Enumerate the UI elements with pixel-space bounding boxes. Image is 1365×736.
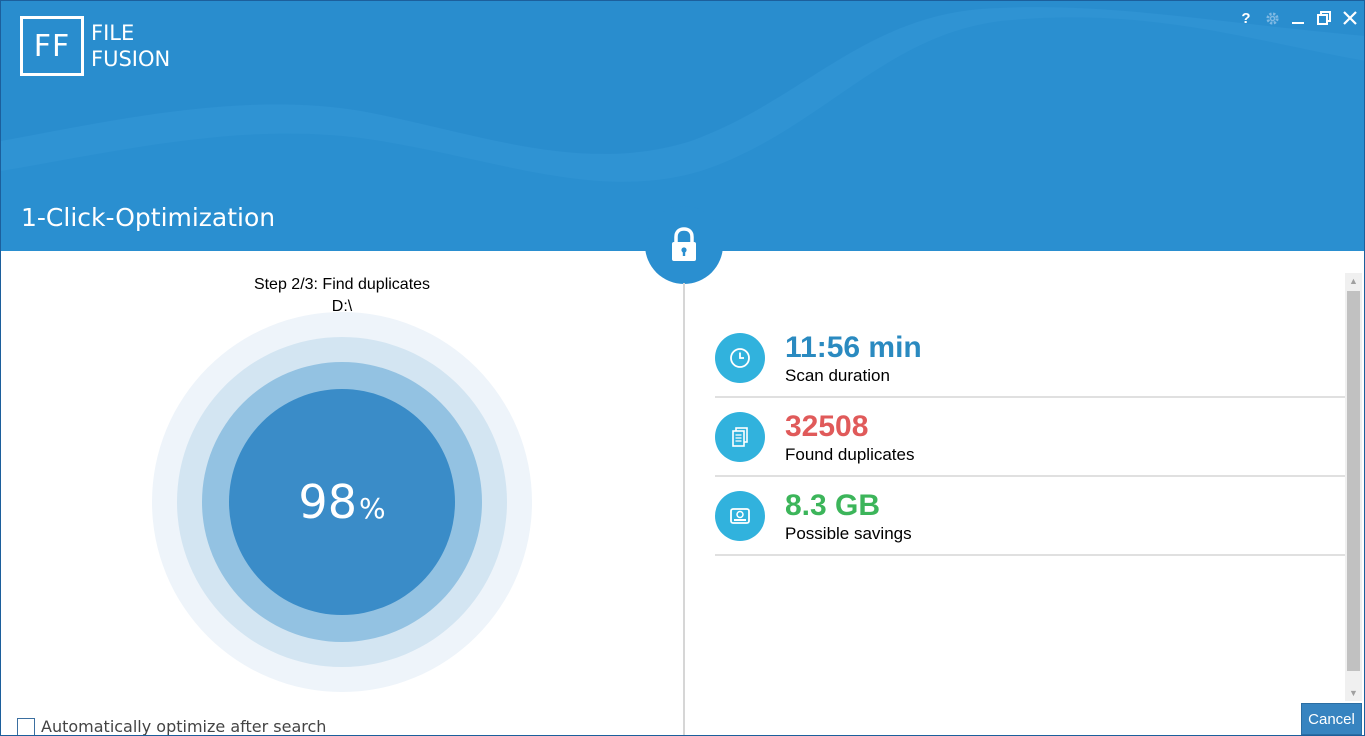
stat-icon-circle: [715, 333, 765, 383]
stat-value: 32508: [785, 410, 869, 443]
stat-label: Found duplicates: [785, 445, 915, 464]
step-label: Step 2/3: Find duplicates: [253, 276, 431, 293]
progress-indicator: 98 %: [152, 312, 532, 692]
logo-line2: FUSION: [91, 47, 171, 71]
clock-icon: [730, 348, 750, 368]
logo-mark: FF: [20, 16, 84, 76]
hard-drive-icon: [730, 508, 750, 524]
logo-wordmark: FILE FUSION: [91, 20, 170, 72]
scroll-down-arrow[interactable]: ▼: [1349, 688, 1358, 698]
current-path: D:\: [331, 298, 353, 315]
scroll-thumb[interactable]: [1347, 291, 1360, 671]
auto-optimize-option[interactable]: Automatically optimize after search: [17, 717, 327, 736]
minimize-button[interactable]: [1290, 9, 1306, 27]
header-wave-decoration: [1, 1, 1364, 182]
documents-icon: [732, 427, 748, 447]
close-icon: [1343, 11, 1357, 25]
window-controls: ?: [1238, 9, 1358, 27]
cancel-button[interactable]: Cancel: [1301, 703, 1362, 735]
stat-value: 11:56 min: [785, 331, 922, 364]
scan-stats: 11:56 min Scan duration 32508 Found dupl…: [715, 319, 1345, 556]
stat-found-duplicates: 32508 Found duplicates: [715, 398, 1345, 477]
minimize-icon: [1292, 22, 1304, 24]
panel-divider: [683, 283, 685, 735]
step-status: Step 2/3: Find duplicates D:\: [201, 274, 483, 318]
restore-icon: [1317, 11, 1331, 25]
settings-button[interactable]: [1264, 9, 1280, 27]
app-logo: FF FILE FUSION: [20, 16, 170, 76]
page-title: 1-Click-Optimization: [21, 203, 276, 232]
stat-label: Scan duration: [785, 366, 890, 385]
stat-icon-circle: [715, 412, 765, 462]
close-button[interactable]: [1342, 9, 1358, 27]
progress-percent: 98 %: [229, 389, 455, 615]
stat-label: Possible savings: [785, 524, 912, 543]
progress-percent-sign: %: [358, 491, 386, 525]
stats-scrollbar[interactable]: ▲ ▼: [1345, 273, 1362, 701]
stat-scan-duration: 11:56 min Scan duration: [715, 319, 1345, 398]
scroll-up-arrow[interactable]: ▲: [1349, 276, 1358, 286]
restore-button[interactable]: [1316, 9, 1332, 27]
stat-possible-savings: 8.3 GB Possible savings: [715, 477, 1345, 556]
lock-icon: [672, 227, 696, 261]
gear-icon: [1265, 11, 1279, 25]
auto-optimize-label: Automatically optimize after search: [41, 717, 327, 736]
help-button[interactable]: ?: [1241, 9, 1251, 27]
progress-ring-core: [229, 389, 455, 615]
stat-value: 8.3 GB: [785, 489, 881, 522]
stat-icon-circle: [715, 491, 765, 541]
lock-badge: [645, 206, 723, 284]
logo-line1: FILE: [91, 21, 135, 45]
auto-optimize-checkbox[interactable]: [17, 717, 35, 735]
progress-percent-value: 98: [298, 475, 357, 529]
